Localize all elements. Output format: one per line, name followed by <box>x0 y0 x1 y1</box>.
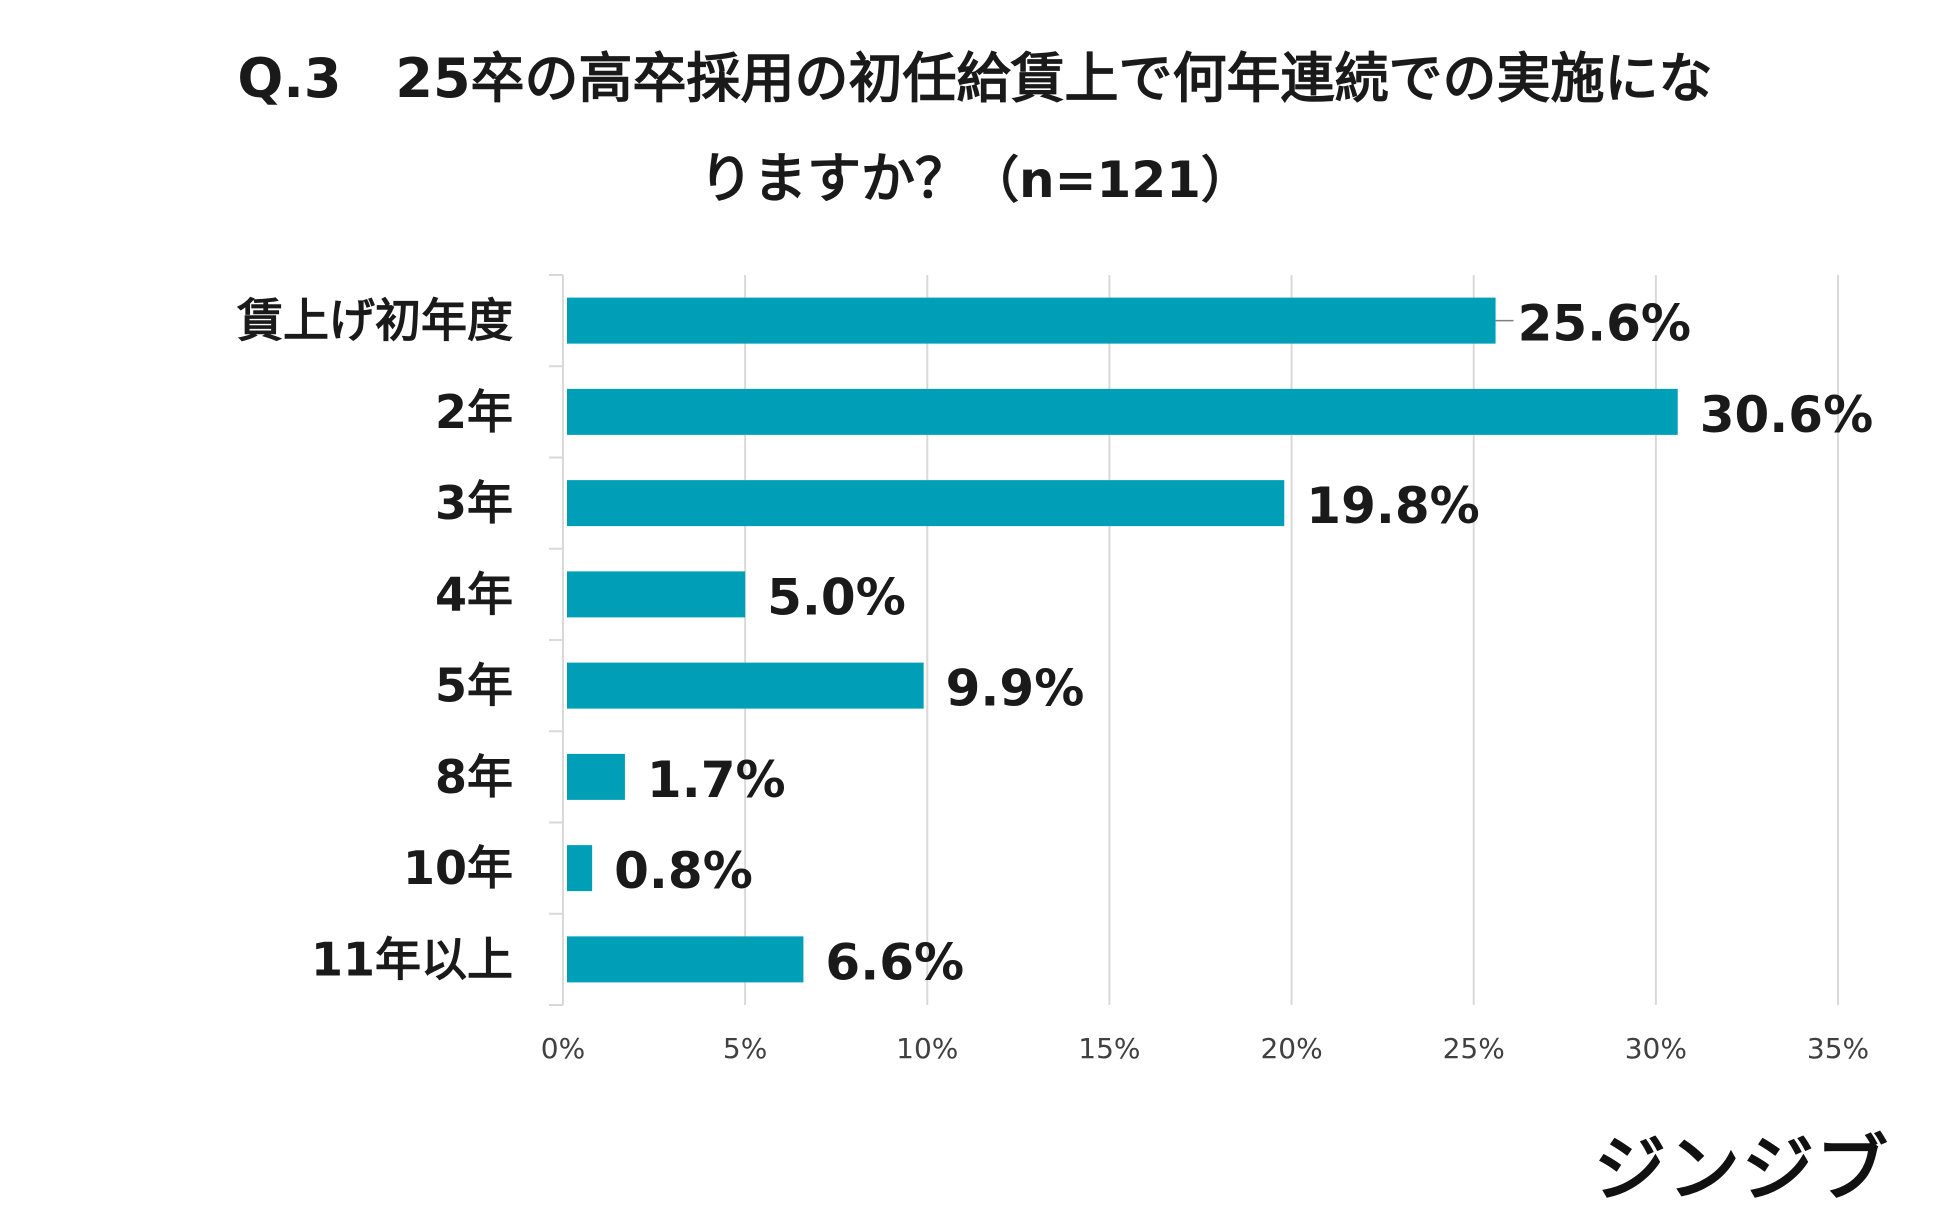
bar-1 <box>567 388 1678 435</box>
bar-5 <box>567 753 625 800</box>
bar-2 <box>567 480 1285 527</box>
category-label-6: 10年 <box>403 841 513 895</box>
x-tick-label-30: 30% <box>1625 1032 1687 1065</box>
category-label-3: 4年 <box>435 567 513 621</box>
x-tick-label-25: 25% <box>1443 1032 1505 1065</box>
chart-title-line1: Q.3 25卒の高卒採用の初任給賃上で何年連続での実施にな <box>237 47 1713 110</box>
bar-7 <box>567 936 804 983</box>
value-label-1: 30.6% <box>1700 386 1873 444</box>
value-label-2: 19.8% <box>1306 477 1479 535</box>
category-label-1: 2年 <box>435 385 513 439</box>
x-tick-label-0: 0% <box>541 1032 585 1065</box>
bar-0 <box>567 297 1496 344</box>
x-tick-label-5: 5% <box>723 1032 767 1065</box>
chart-title-sample-size: （n=121） <box>969 151 1251 209</box>
value-label-6: 0.8% <box>614 842 753 900</box>
value-label-5: 1.7% <box>647 751 786 809</box>
x-tick-label-35: 35% <box>1807 1032 1869 1065</box>
x-tick-label-20: 20% <box>1260 1032 1322 1065</box>
value-label-4: 9.9% <box>946 660 1085 718</box>
category-label-7: 11年以上 <box>311 932 513 986</box>
value-label-7: 6.6% <box>825 933 964 991</box>
category-label-4: 5年 <box>435 659 513 713</box>
chart-title-question: りますか？ <box>699 147 970 210</box>
value-label-0: 25.6% <box>1518 295 1691 353</box>
bar-6 <box>567 845 593 892</box>
chart-title-line2: りますか？（n=121） <box>0 152 1950 206</box>
jinjib-logo: ジンジブ <box>1593 1127 1890 1211</box>
category-label-5: 8年 <box>435 750 513 804</box>
bar-3 <box>567 571 746 618</box>
x-tick-label-10: 10% <box>896 1032 958 1065</box>
category-label-0: 賃上げ初年度 <box>236 294 513 348</box>
category-label-2: 3年 <box>435 476 513 530</box>
bar-4 <box>567 662 924 709</box>
x-tick-label-15: 15% <box>1078 1032 1140 1065</box>
value-label-3: 5.0% <box>767 568 906 626</box>
